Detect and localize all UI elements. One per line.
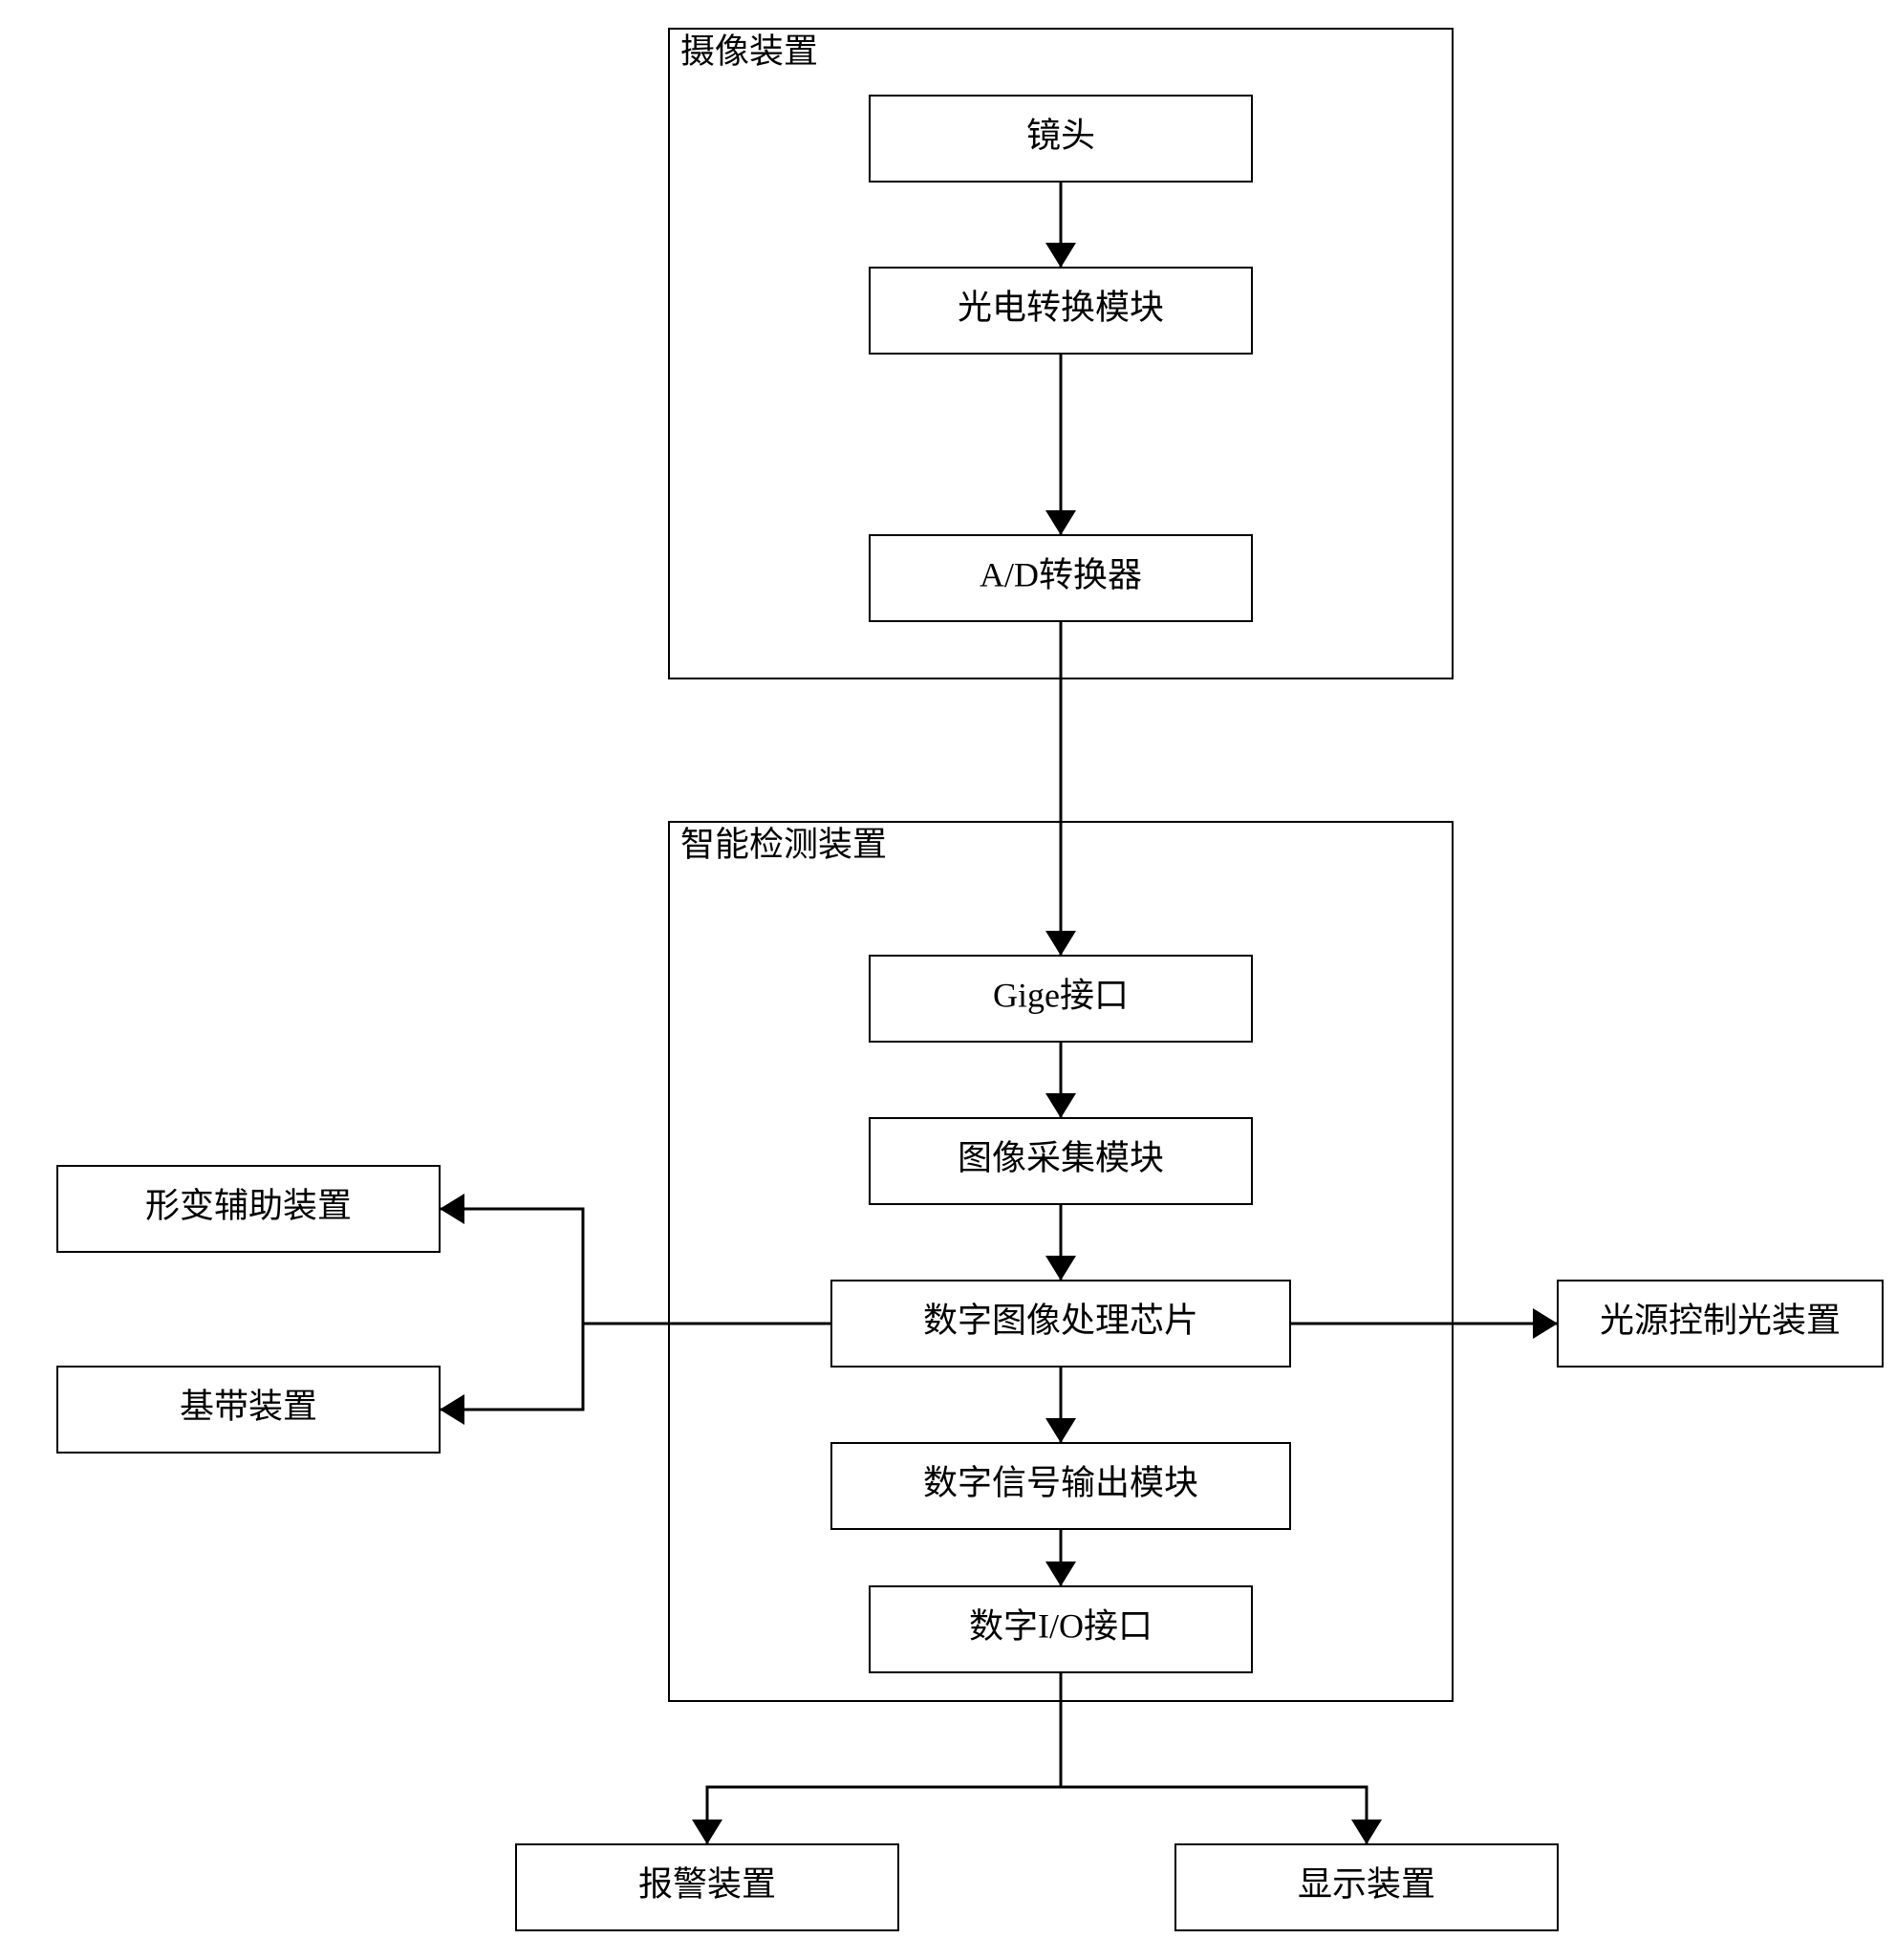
group-label-grp-camera: 摄像装置: [680, 32, 818, 71]
node-label-dio: 数字I/O接口: [969, 1606, 1153, 1645]
edge: [1061, 1672, 1367, 1844]
edge: [707, 1672, 1061, 1844]
node-label-baseband: 基带装置: [180, 1387, 317, 1425]
node-label-photoconv: 光电转换模块: [958, 288, 1164, 326]
node-label-deform: 形变辅助装置: [145, 1186, 352, 1224]
node-label-adc: A/D转换器: [980, 555, 1142, 593]
edge: [440, 1209, 831, 1324]
node-label-imgcap: 图像采集模块: [958, 1138, 1164, 1176]
node-label-lightctl: 光源控制光装置: [1600, 1301, 1841, 1339]
node-label-sigout: 数字信号输出模块: [923, 1463, 1198, 1501]
node-label-lens: 镜头: [1026, 116, 1095, 154]
node-label-alarm: 报警装置: [638, 1864, 776, 1903]
node-label-dsp: 数字图像处理芯片: [923, 1301, 1198, 1339]
node-label-display: 显示装置: [1298, 1864, 1435, 1903]
flowchart-canvas: 摄像装置智能检测装置 镜头光电转换模块 A/D转换器 Gige接口图像采集模块数字图像…: [0, 0, 1896, 1960]
edge: [440, 1324, 831, 1410]
group-label-grp-detect: 智能检测装置: [680, 826, 887, 864]
node-label-gige: Gige接口: [993, 976, 1129, 1014]
